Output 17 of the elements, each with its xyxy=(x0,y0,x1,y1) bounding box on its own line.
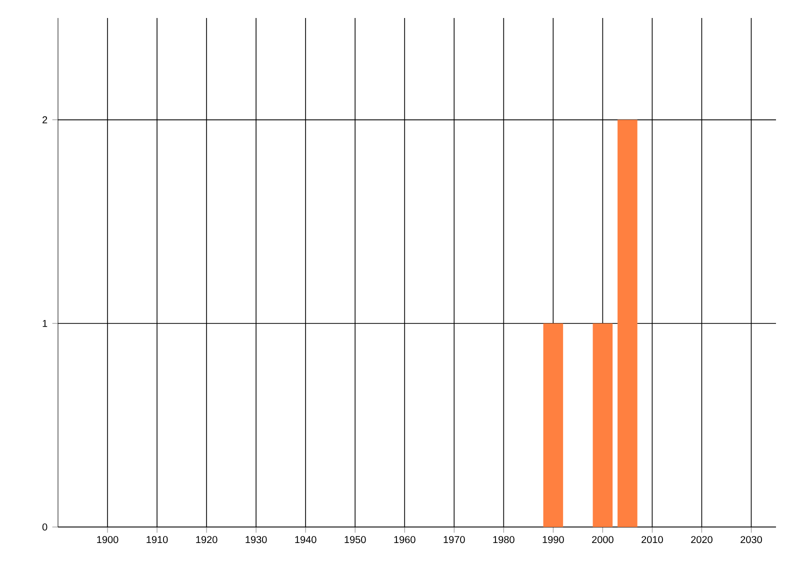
x-tick-label: 1980 xyxy=(493,536,514,544)
y-tick-label: 1 xyxy=(42,320,48,327)
x-tick-label: 2020 xyxy=(691,536,712,544)
x-tick-label: 2010 xyxy=(642,536,663,544)
x-tick-label: 1990 xyxy=(542,536,564,544)
x-tick-label: 1930 xyxy=(246,536,267,544)
y-tick-label: 2 xyxy=(42,116,48,124)
x-tick-label: 2030 xyxy=(740,536,762,544)
x-tick-label: 1920 xyxy=(196,536,218,544)
y-tick-label: 0 xyxy=(42,523,48,531)
x-tick-label: 1940 xyxy=(295,536,316,544)
x-tick-label: 1970 xyxy=(444,536,465,544)
x-tick-label: 1960 xyxy=(394,536,416,544)
x-tick-label: 1910 xyxy=(146,536,168,544)
x-tick-label: 1900 xyxy=(97,536,118,544)
x-tick-label: 2000 xyxy=(592,536,614,544)
x-tick-label: 1950 xyxy=(344,536,366,544)
